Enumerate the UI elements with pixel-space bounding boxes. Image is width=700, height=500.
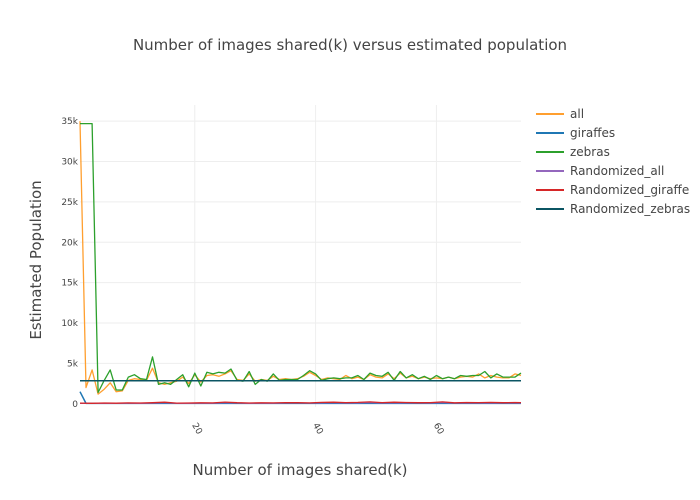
x-tick-label: 20: [189, 422, 204, 437]
x-tick-label: 40: [310, 422, 325, 437]
legend-item-randomized-zebras[interactable]: Randomized_zebras: [536, 202, 690, 216]
legend-item-randomized-all[interactable]: Randomized_all: [536, 164, 664, 178]
grid: [80, 105, 521, 407]
legend-item-randomized-giraffe[interactable]: Randomized_giraffe: [536, 183, 689, 197]
legend-item-giraffes[interactable]: giraffes: [536, 126, 615, 140]
y-tick-label: 5k: [67, 359, 79, 369]
legend-label: giraffes: [570, 126, 615, 140]
axes: 0 5k 10k 15k 20k 25k 30k 35k 20 40 60: [61, 117, 445, 437]
y-tick-label: 15k: [61, 279, 78, 289]
y-tick-label: 30k: [61, 158, 78, 168]
series-lines: [79, 121, 522, 405]
legend-label: Randomized_all: [570, 164, 664, 178]
legend[interactable]: all giraffes zebras Randomized_all Randomize…: [536, 107, 690, 216]
legend-label: Randomized_giraffe: [570, 183, 689, 197]
y-tick-label: 0: [72, 400, 78, 410]
series-line-randomized-giraffe[interactable]: [79, 401, 522, 404]
x-axis-title: Number of images shared(k): [192, 461, 407, 479]
series-line-zebras[interactable]: [80, 122, 522, 394]
legend-label: Randomized_zebras: [570, 202, 690, 216]
y-tick-label: 35k: [61, 117, 78, 127]
legend-label: zebras: [570, 145, 610, 159]
legend-item-all[interactable]: all: [536, 107, 584, 121]
series-line-all[interactable]: [79, 121, 522, 395]
y-axis-title: Estimated Population: [27, 180, 45, 339]
y-tick-label: 20k: [61, 238, 78, 248]
chart-title: Number of images shared(k) versus estima…: [133, 36, 567, 54]
series-line-giraffes[interactable]: [79, 391, 521, 405]
y-tick-label: 25k: [61, 198, 78, 208]
legend-label: all: [570, 107, 584, 121]
legend-item-zebras[interactable]: zebras: [536, 145, 610, 159]
x-tick-label: 60: [431, 422, 446, 437]
y-tick-label: 10k: [61, 319, 78, 329]
